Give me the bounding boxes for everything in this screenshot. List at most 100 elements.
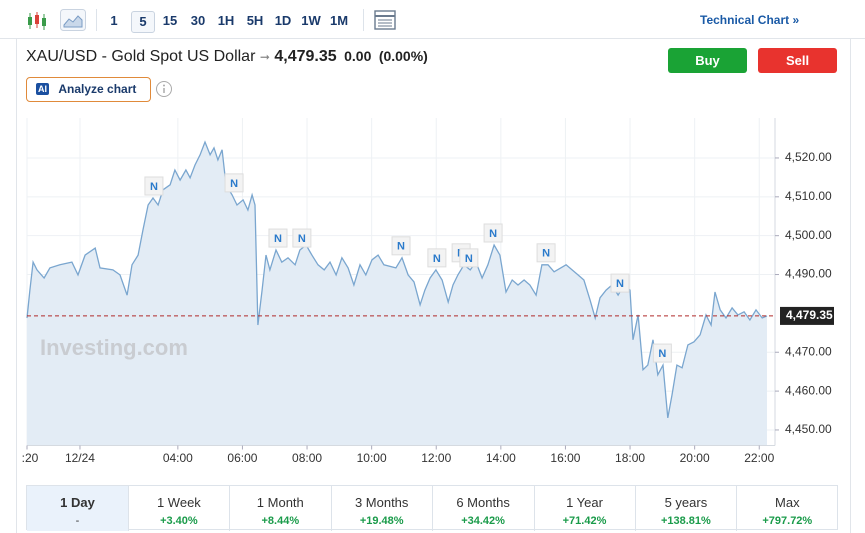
table-icon[interactable] <box>374 10 396 30</box>
period-change: +797.72% <box>762 515 813 527</box>
news-marker[interactable]: N <box>292 228 312 248</box>
period-label: 1 Month <box>256 495 304 510</box>
interval-button[interactable]: 1 <box>110 13 118 28</box>
separator <box>363 9 364 31</box>
performance-tab[interactable]: 5 years +138.81% <box>635 486 738 531</box>
toolbar <box>0 0 865 39</box>
news-label: N <box>433 253 441 265</box>
news-box <box>391 236 411 256</box>
y-tick-label: 4,470.00 <box>785 344 832 358</box>
x-tick-label: 10:00 <box>357 451 387 465</box>
technical-chart-link[interactable]: Technical Chart » <box>700 13 800 27</box>
x-tick-label: 06:00 <box>227 451 257 465</box>
period-change: +19.48% <box>359 515 404 527</box>
interval-button[interactable]: 5 <box>131 11 155 33</box>
interval-button[interactable]: 5H <box>246 13 264 28</box>
x-tick-label: :20 <box>22 451 39 465</box>
news-box <box>268 228 288 248</box>
period-label: 5 years <box>664 495 708 510</box>
interval-button[interactable]: 1M <box>329 13 349 28</box>
performance-tab[interactable]: 1 Year +71.42% <box>534 486 636 531</box>
x-tick-label: 12:00 <box>421 451 451 465</box>
news-marker[interactable]: N <box>268 228 288 248</box>
news-box <box>427 248 447 268</box>
performance-tab[interactable]: 1 Month +8.44% <box>230 486 332 531</box>
news-marker[interactable]: N <box>224 173 244 193</box>
x-tick-label: 12/24 <box>65 451 95 465</box>
interval-button[interactable]: 30 <box>190 13 206 28</box>
news-marker[interactable]: N <box>427 248 447 268</box>
interval-button[interactable]: 1H <box>217 13 235 28</box>
x-tick-label: 08:00 <box>292 451 322 465</box>
period-label: Max <box>775 495 800 510</box>
x-tick-label: 18:00 <box>615 451 645 465</box>
y-tick-label: 4,520.00 <box>785 150 832 164</box>
news-label: N <box>465 253 473 265</box>
last-price-box <box>780 306 834 325</box>
period-change: +34.42% <box>461 515 505 527</box>
performance-tab[interactable]: 1 Day - <box>27 486 129 531</box>
period-label: 1 Day <box>60 495 95 510</box>
news-box <box>536 243 556 263</box>
line-chart-icon[interactable] <box>60 9 86 31</box>
news-label: N <box>274 233 282 245</box>
panel <box>16 38 851 533</box>
news-marker[interactable]: N <box>144 176 164 196</box>
chart: Investing.com 4,450.00 4,460.00 4,470.00 4,4… <box>22 118 834 465</box>
news-label: N <box>298 233 306 245</box>
interval-button[interactable]: 1D <box>274 13 292 28</box>
analyze-label: Analyze chart <box>58 82 137 96</box>
period-change: - <box>75 515 80 527</box>
news-box <box>224 173 244 193</box>
header: XAU/USD - Gold Spot US Dollar ➞ 4,479.35… <box>26 48 428 66</box>
x-tick-label: 14:00 <box>486 451 516 465</box>
watermark: Investing.com <box>40 335 188 360</box>
news-label: N <box>397 241 405 253</box>
performance-tab[interactable]: 1 Week +3.40% <box>128 486 231 531</box>
news-marker[interactable]: N <box>391 236 411 256</box>
news-box <box>652 343 672 363</box>
performance-tab[interactable]: Max +797.72% <box>737 486 838 531</box>
news-label: N <box>542 248 550 260</box>
news-marker[interactable]: N <box>652 343 672 363</box>
interval-button[interactable]: 1W <box>301 13 321 28</box>
performance-tab[interactable]: 3 Months +19.48% <box>331 486 434 531</box>
news-label: N <box>230 178 238 190</box>
period-label: 6 Months <box>456 495 510 510</box>
news-label: N <box>658 348 666 360</box>
separator <box>96 9 97 31</box>
change: 0.00 <box>344 48 372 64</box>
buy-button[interactable]: Buy <box>668 48 747 73</box>
news-box <box>610 273 630 293</box>
x-tick-label: 20:00 <box>680 451 710 465</box>
ai-badge: AI <box>36 83 49 95</box>
y-tick-label: 4,490.00 <box>785 267 832 281</box>
candle-icon[interactable] <box>25 10 49 32</box>
change-percent: (0.00%) <box>378 48 428 64</box>
sell-button[interactable]: Sell <box>758 48 837 73</box>
period-label: 1 Year <box>566 495 603 510</box>
news-box <box>483 223 503 243</box>
period-change: +3.40% <box>160 515 198 527</box>
news-label: N <box>616 278 624 290</box>
news-marker[interactable]: N <box>459 248 479 268</box>
price: 4,479.35 <box>274 48 337 65</box>
period-change: +138.81% <box>660 515 711 527</box>
last-price-label: 4,479.35 <box>786 308 833 322</box>
interval-button[interactable]: 15 <box>162 13 178 28</box>
news-box <box>459 248 479 268</box>
analyze-button[interactable]: AI Analyze chart <box>26 77 151 102</box>
news-box <box>144 176 164 196</box>
news-marker[interactable]: N <box>483 223 503 243</box>
performance-tab[interactable]: 6 Months +34.42% <box>433 486 535 531</box>
y-tick-label: 4,500.00 <box>785 228 832 242</box>
y-tick-label: 4,450.00 <box>785 422 832 436</box>
news-marker[interactable]: N <box>536 243 556 263</box>
area <box>27 142 767 446</box>
period-label: 1 Week <box>156 495 201 510</box>
info-icon[interactable] <box>155 80 173 98</box>
news-marker[interactable]: N <box>610 273 630 293</box>
news-label: N <box>150 181 158 193</box>
arrow: ➞ <box>259 50 270 64</box>
